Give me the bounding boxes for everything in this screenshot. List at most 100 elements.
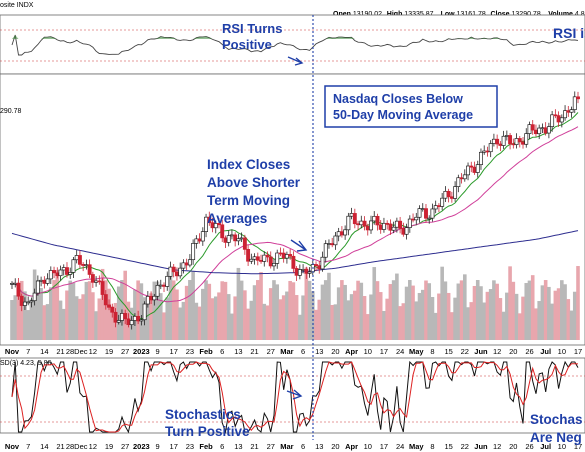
candle-body	[152, 295, 157, 301]
volume-bar	[136, 280, 140, 340]
x-tick-label: 15	[444, 442, 452, 451]
candle-body	[19, 295, 24, 306]
symbol-title: osite INDX	[0, 2, 34, 9]
volume-bar	[527, 280, 532, 340]
rsi-panel	[0, 14, 585, 75]
x-tick-label: 22	[461, 347, 469, 356]
candle-body	[453, 186, 458, 199]
x-tick-label: 10	[558, 442, 566, 451]
candle-body	[136, 315, 141, 322]
candle-body	[223, 237, 228, 243]
ohlc-close: Close 13290.78	[491, 11, 541, 18]
candle-body	[217, 223, 221, 226]
volume-bar	[191, 271, 195, 340]
x-tick-label: 20	[509, 347, 517, 356]
candle-body	[35, 280, 40, 294]
volume-bar	[301, 295, 305, 340]
candle-body	[401, 227, 406, 235]
x-tick-label: Apr	[345, 347, 358, 356]
volume-bar	[420, 289, 425, 340]
candle-body	[155, 285, 160, 297]
candle-body	[42, 279, 47, 284]
x-tick-label: 17	[574, 347, 582, 356]
volume-bar	[553, 290, 558, 340]
volume-bar	[175, 289, 179, 340]
candle-body	[297, 269, 302, 276]
volume-bar	[488, 289, 493, 340]
volume-bar	[68, 280, 73, 340]
volume-bar	[540, 285, 545, 340]
candle-body	[352, 213, 357, 225]
candle-body	[362, 220, 367, 227]
volume-bar	[453, 297, 457, 340]
volume-bar	[521, 296, 525, 340]
candle-body	[469, 165, 474, 168]
volume-bar	[327, 272, 331, 340]
candle-body	[559, 117, 564, 123]
volume-bar	[213, 296, 218, 340]
candle-body	[116, 320, 121, 323]
x-tick-label: 12	[493, 347, 501, 356]
candle-body	[275, 252, 280, 264]
candle-body	[546, 126, 551, 134]
volume-bar	[45, 304, 50, 340]
volume-bar	[116, 286, 121, 340]
candle-body	[420, 208, 425, 210]
candle-body	[330, 243, 335, 246]
x-tick-label: 13	[315, 347, 323, 356]
volume-bar	[149, 293, 153, 340]
arrow-icon	[290, 239, 308, 252]
candle-body	[71, 259, 76, 273]
volume-bar	[382, 310, 386, 340]
candle-body	[158, 284, 163, 287]
candle-body	[84, 264, 89, 267]
x-tick-label: May	[409, 442, 424, 451]
candle-body	[74, 255, 79, 261]
candle-body	[242, 237, 247, 250]
price-x-axis: Nov 7 14 21 28Dec 12 19 27 2023 9 17 23 Feb 6 13 21 27 Ma…	[5, 347, 582, 356]
x-tick-label: 2023	[133, 347, 150, 356]
x-tick-label: Jul	[540, 442, 551, 451]
x-tick-label: 9	[155, 347, 159, 356]
volume-bar	[49, 287, 53, 340]
volume-bar	[320, 284, 325, 340]
candle-body	[233, 234, 238, 242]
volume-bar	[404, 286, 409, 340]
candle-body	[110, 306, 115, 313]
volume-bar	[411, 285, 415, 340]
volume-bar	[475, 280, 480, 340]
candle-body	[566, 110, 571, 113]
volume-bar	[39, 287, 43, 340]
candle-body	[491, 138, 496, 144]
candle-body	[398, 220, 403, 229]
candle-body	[184, 262, 189, 266]
volume-bar	[298, 314, 302, 340]
candle-body	[255, 256, 260, 261]
volume-bar	[414, 301, 419, 340]
volume-bar	[479, 286, 483, 340]
volume-bar	[556, 288, 561, 340]
volume-bar	[336, 287, 341, 340]
volume-bar	[408, 280, 412, 340]
candle-body	[113, 311, 118, 323]
x-tick-label: 10	[364, 442, 372, 451]
volume-bar	[443, 281, 448, 340]
volume-bar	[340, 280, 344, 340]
candle-body	[388, 223, 393, 231]
candle-body	[181, 262, 186, 269]
candle-body	[343, 229, 348, 236]
ohlc-high: High 13335.87	[387, 11, 434, 18]
candle-body	[508, 135, 513, 145]
volume-bar	[155, 281, 160, 340]
volume-bar	[385, 298, 389, 340]
candle-body	[307, 271, 312, 274]
candle-body	[107, 304, 111, 308]
volume-bar	[58, 300, 63, 340]
volume-bar	[246, 308, 250, 340]
x-tick-label: 12	[493, 442, 501, 451]
candle-body	[430, 208, 435, 219]
x-tick-label: 15	[444, 347, 452, 356]
volume-bar	[469, 302, 474, 340]
volume-bar	[217, 292, 221, 340]
annotation-nasdaq-closes-below: Nasdaq Closes Below 50-Day Moving Averag…	[333, 92, 473, 122]
